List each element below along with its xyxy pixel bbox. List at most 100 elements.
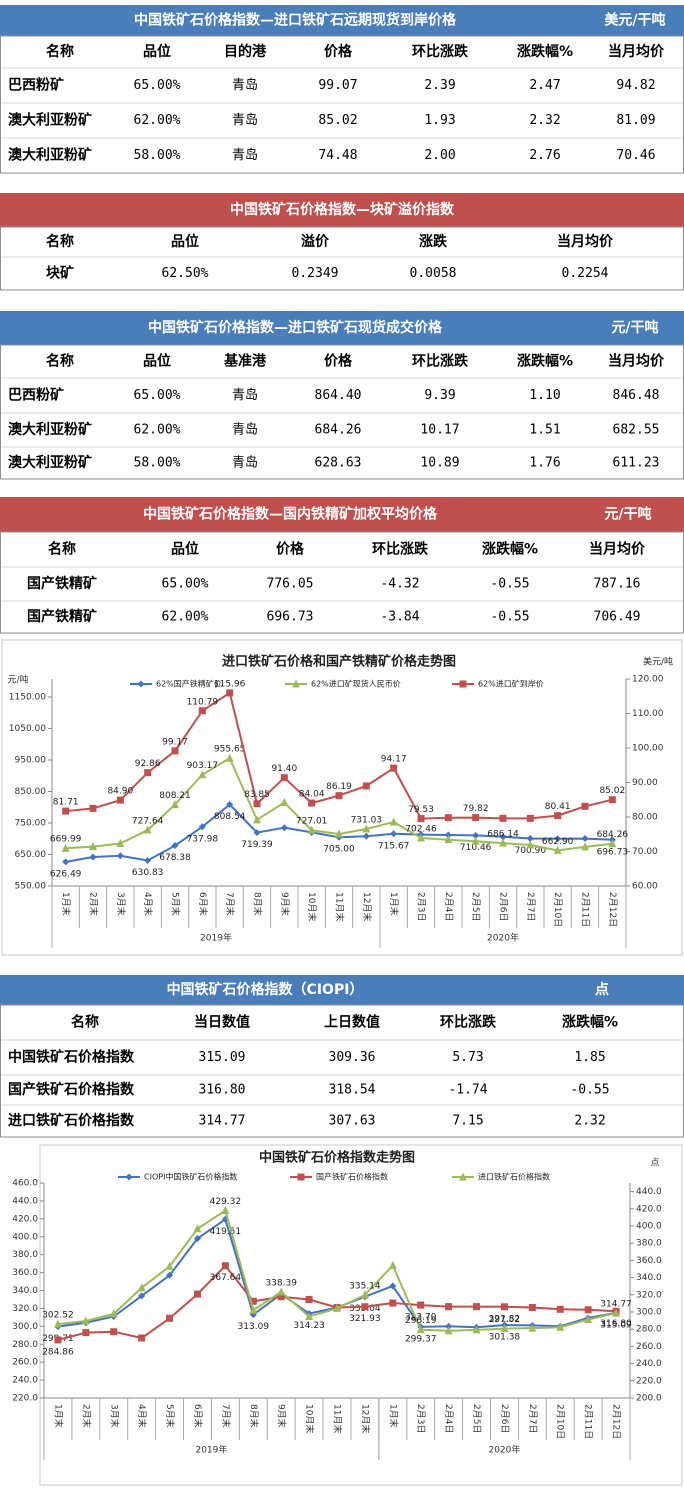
x-tick-label: 6月末 [192, 1404, 204, 1428]
table-cell: 青岛 [232, 77, 258, 93]
table-cell: 309.36 [329, 1050, 376, 1065]
column-header: 名称 [46, 233, 74, 250]
column-header: 名称 [48, 541, 76, 558]
table-cell: 81.09 [616, 113, 655, 128]
data-point [110, 1328, 118, 1336]
table-unit: 点 [595, 981, 609, 998]
y-tick-label: 440.0 [12, 1196, 38, 1206]
table-title: 中国铁矿石价格指数—国内铁精矿加权平均价格 [143, 506, 438, 523]
x-tick-label: 2月6日 [499, 1404, 510, 1433]
table-cell: 74.48 [318, 148, 357, 163]
column-header: 价格 [324, 43, 353, 60]
table-cell: 1.76 [529, 456, 560, 471]
table-border [0, 531, 684, 634]
data-point [144, 857, 152, 865]
data-label: 702.46 [405, 824, 437, 834]
data-label: 686.14 [487, 830, 519, 840]
table-cell: 787.16 [594, 577, 641, 592]
legend-marker [125, 1173, 133, 1181]
data-label: 83.85 [244, 790, 270, 800]
data-point [226, 801, 234, 809]
data-point [171, 800, 179, 809]
y2-axis-label: 点 [650, 1158, 659, 1169]
column-header: 环比涨跌 [372, 541, 429, 558]
data-point [221, 1205, 230, 1214]
y-tick-label: 400.0 [12, 1232, 38, 1242]
y-tick-label: 850.00 [15, 787, 47, 797]
data-label: 715.67 [378, 841, 410, 851]
y-tick-label: 420.0 [12, 1214, 38, 1224]
data-point [277, 1293, 285, 1301]
legend-label: 62%进口矿到岸价 [478, 679, 544, 689]
y2-tick-label: 100.00 [632, 744, 664, 754]
data-point [143, 825, 152, 834]
data-label: 335.14 [349, 1281, 381, 1291]
data-point [471, 836, 480, 845]
table-header-bar [0, 5, 684, 36]
data-label: 297.52 [489, 1315, 521, 1325]
data-label: 737.98 [187, 834, 219, 844]
x-tick-label: 2月11日 [583, 1404, 594, 1439]
column-header: 品位 [171, 541, 199, 558]
data-point [360, 1290, 369, 1299]
column-header: 名称 [71, 1014, 99, 1031]
x-group-label: 2019年 [200, 932, 232, 944]
x-tick-label: 10月末 [304, 1404, 316, 1433]
data-point [335, 792, 343, 800]
data-point [526, 814, 534, 822]
table-cell: 684.26 [315, 423, 362, 438]
table-cell: 青岛 [232, 387, 258, 403]
data-point [444, 831, 452, 839]
x-tick-label: 7月末 [224, 892, 236, 916]
data-label: 367.64 [210, 1273, 242, 1283]
x-tick-label: 7月末 [220, 1404, 232, 1428]
data-point [221, 1262, 229, 1270]
table-cell: 0.0058 [410, 266, 457, 281]
table-cell: 2.32 [529, 113, 560, 128]
legend-label: 国产铁矿石价格指数 [316, 1172, 388, 1182]
table-cell: -0.55 [490, 577, 529, 592]
table-cell: 628.63 [315, 456, 362, 471]
data-point [445, 1303, 453, 1311]
x-tick-label: 3月末 [108, 1404, 120, 1428]
y-axis-label: 元/吨 [7, 674, 28, 686]
chart-title: 中国铁矿石价格指数走势图 [259, 1150, 415, 1166]
data-label: 338.39 [265, 1278, 297, 1288]
table-title: 中国铁矿石价格指数—块矿溢价指数 [230, 201, 455, 218]
table-cell: 0.2349 [292, 266, 339, 281]
data-point [280, 798, 289, 807]
data-point [362, 782, 370, 790]
y-tick-label: 1150.00 [9, 692, 46, 702]
data-point [280, 774, 288, 782]
column-header: 环比涨跌 [440, 1014, 497, 1031]
data-point [82, 1329, 90, 1337]
x-group-label: 2019年 [195, 1444, 227, 1456]
data-label: 696.73 [597, 847, 629, 857]
table-cell: 青岛 [232, 422, 258, 438]
table-cell: 58.00% [134, 148, 181, 163]
data-point [608, 839, 617, 848]
legend-marker [292, 679, 300, 688]
x-tick-label: 1月末 [387, 1404, 399, 1428]
data-point [62, 858, 70, 866]
data-label: 296.19 [405, 1316, 437, 1326]
x-tick-label: 12月末 [359, 1404, 371, 1433]
data-label: 91.40 [271, 764, 297, 774]
column-header: 当日数值 [194, 1014, 250, 1031]
column-header: 当月均价 [557, 233, 614, 250]
data-point [500, 1324, 509, 1333]
x-tick-label: 4月末 [142, 892, 154, 916]
table-cell: 10.17 [420, 423, 459, 438]
data-label: 313.09 [238, 1322, 270, 1332]
data-point [171, 842, 179, 850]
data-point [388, 1260, 397, 1269]
table-cell: 99.07 [318, 78, 357, 93]
table-cell: 94.82 [616, 78, 655, 93]
data-point [116, 838, 125, 847]
column-header: 价格 [276, 541, 305, 558]
data-label: 99.17 [162, 737, 188, 747]
table-unit: 元/干吨 [611, 319, 658, 336]
y-tick-label: 550.00 [15, 882, 47, 892]
row-name: 块矿 [46, 265, 74, 282]
x-tick-label: 9月末 [276, 1404, 288, 1428]
